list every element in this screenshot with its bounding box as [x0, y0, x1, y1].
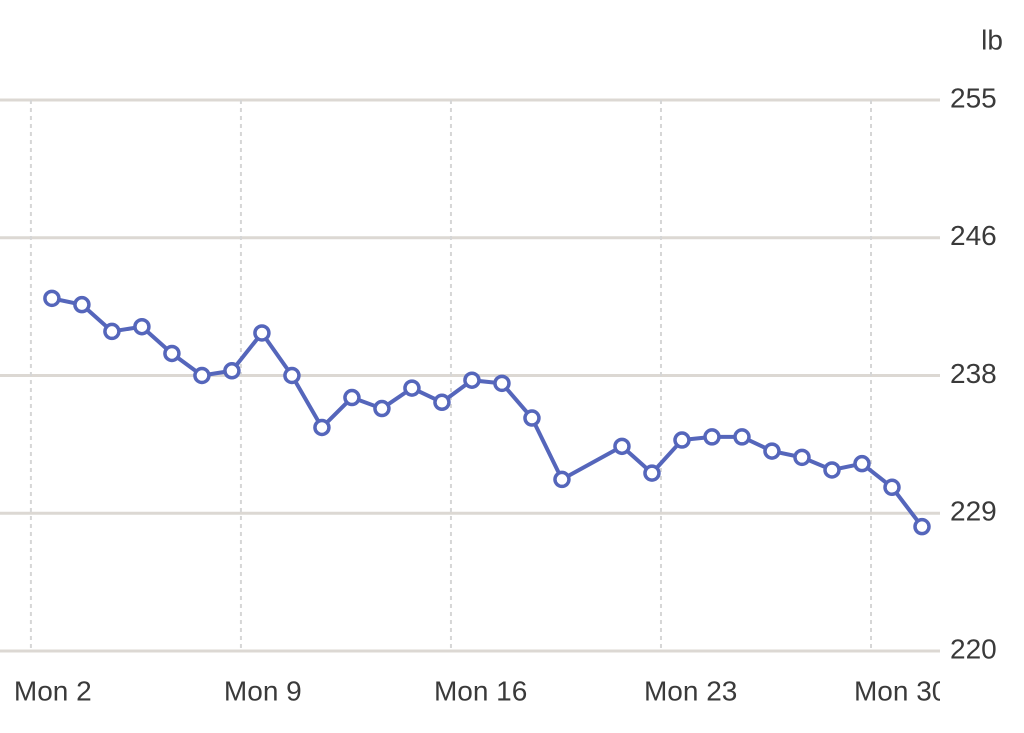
data-point	[823, 461, 841, 479]
data-point	[703, 428, 721, 446]
y-unit: lb	[981, 24, 1003, 55]
grid: 220 229 238 246 255	[0, 82, 997, 664]
data-point	[433, 393, 451, 412]
plot	[43, 289, 931, 536]
data-point	[853, 454, 871, 473]
data-point	[343, 388, 361, 407]
data-point	[103, 322, 121, 341]
y-tick-label: 238	[950, 358, 997, 389]
data-point	[493, 374, 511, 393]
data-point	[763, 442, 781, 460]
data-point	[223, 362, 241, 380]
data-point	[253, 324, 271, 342]
data-point	[73, 295, 91, 314]
data-point	[463, 371, 481, 389]
x-tick-label: Mon 30	[854, 675, 947, 706]
series-line	[51, 296, 924, 528]
data-point	[403, 379, 421, 397]
x-tick-label: Mon 2	[14, 675, 92, 706]
data-point	[283, 366, 301, 385]
y-tick-label: 229	[950, 496, 997, 527]
data-point	[643, 464, 661, 482]
x-tick-label: Mon 16	[434, 675, 527, 706]
data-point	[43, 289, 61, 308]
y-tick-label: 220	[950, 633, 997, 664]
data-point	[553, 470, 571, 489]
x-tick-label: Mon 23	[644, 675, 737, 706]
y-tick-label: 255	[950, 82, 997, 113]
data-point	[523, 409, 541, 427]
data-point	[733, 428, 751, 446]
data-point	[313, 418, 331, 437]
data-point	[793, 448, 811, 467]
data-point	[373, 399, 391, 418]
x-tick-label: Mon 9	[224, 675, 302, 706]
data-point	[133, 317, 151, 336]
data-point	[883, 478, 901, 497]
data-point	[613, 437, 631, 456]
data-point	[673, 431, 691, 449]
data-point	[163, 344, 181, 363]
x-axis: Mon 2 Mon 9 Mon 16 Mon 23 Mon 30	[14, 675, 947, 706]
data-point	[193, 366, 211, 385]
data-point	[913, 517, 931, 536]
y-tick-label: 246	[950, 220, 997, 251]
